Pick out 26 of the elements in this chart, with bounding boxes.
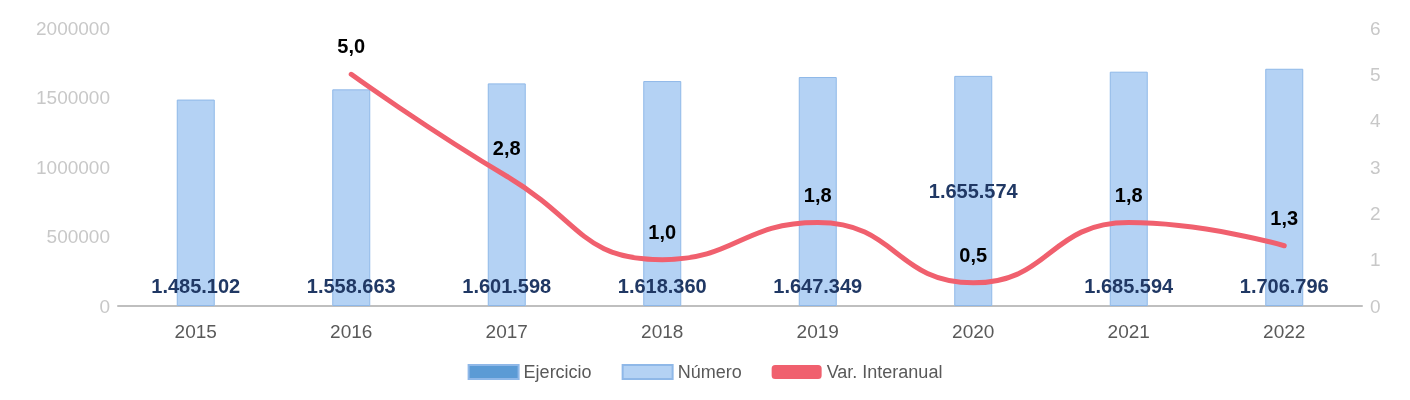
data-label: 1.558.663 (306, 275, 396, 297)
x-tick-label: 2020 (952, 321, 995, 342)
data-label: 1,8 (803, 183, 832, 206)
data-label: 1.485.102 (151, 275, 241, 297)
data-label: 1.618.360 (617, 275, 707, 297)
data-label: 5,0 (337, 35, 366, 58)
x-tick-label: 2015 (174, 321, 217, 342)
legend-label: Ejercicio (523, 362, 592, 382)
data-label: 1,0 (648, 220, 677, 243)
x-tick-label: 2021 (1107, 321, 1150, 342)
data-label: 1.647.349 (773, 275, 863, 297)
x-tick-label: 2022 (1263, 321, 1306, 342)
data-label: 2,8 (492, 137, 521, 160)
data-label: 1.601.598 (462, 275, 552, 297)
x-tick-label: 2017 (485, 321, 528, 342)
data-label: 1,3 (1270, 206, 1299, 229)
legend-label: Var. Interanual (826, 362, 943, 382)
data-label: 1.685.594 (1084, 275, 1175, 297)
data-label: 1,8 (1114, 183, 1143, 206)
data-label: 1.655.574 (928, 179, 1019, 202)
data-label: 0,5 (959, 243, 988, 266)
data-label: 1.706.796 (1239, 275, 1329, 297)
legend-label: Número (677, 362, 742, 382)
x-tick-label: 2018 (641, 321, 684, 342)
x-tick-label: 2019 (796, 321, 839, 342)
x-tick-label: 2016 (330, 321, 373, 342)
